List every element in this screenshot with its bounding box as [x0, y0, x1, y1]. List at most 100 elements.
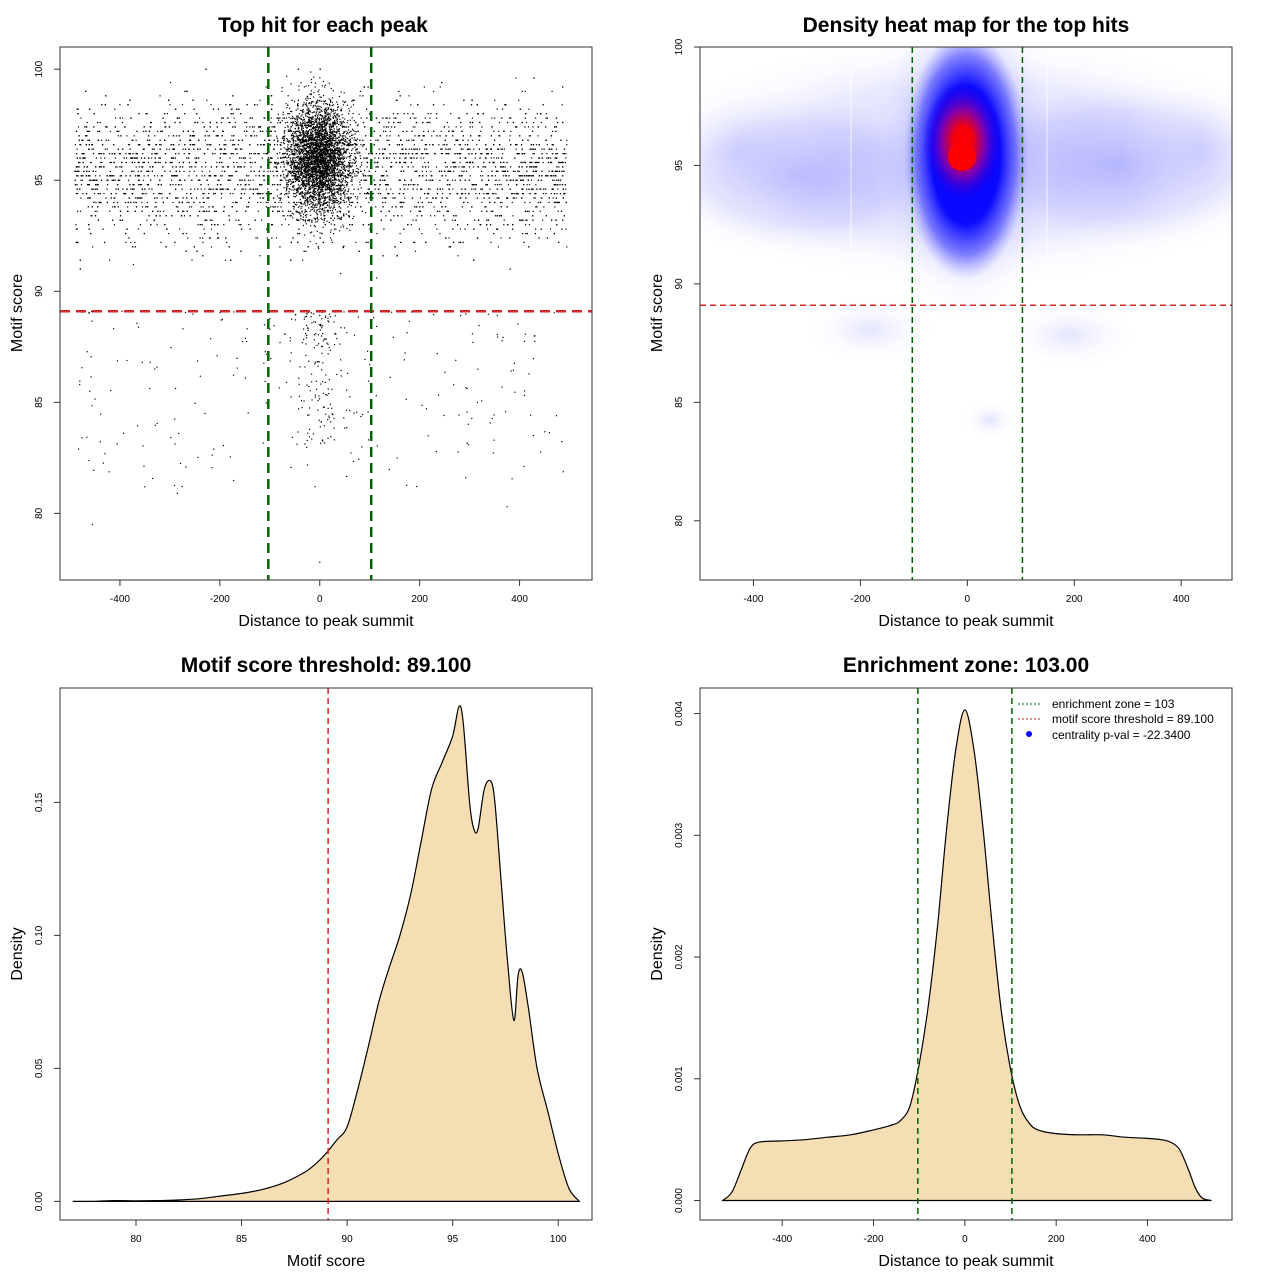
scatter-point — [359, 155, 361, 157]
scatter-point — [91, 179, 94, 181]
scatter-point — [286, 184, 288, 186]
scatter-point — [116, 184, 119, 186]
scatter-point — [130, 188, 132, 190]
scatter-point — [148, 157, 150, 159]
scatter-point — [419, 175, 421, 177]
scatter-point — [113, 201, 115, 204]
scatter-point — [449, 192, 451, 195]
scatter-point — [128, 153, 130, 155]
scatter-point — [198, 157, 200, 159]
scatter-point — [459, 153, 462, 155]
scatter-point — [188, 157, 190, 159]
scatter-point — [179, 121, 181, 124]
scatter-point — [240, 192, 243, 195]
scatter-point — [181, 104, 184, 106]
scatter-point — [397, 215, 399, 217]
scatter-point — [401, 144, 403, 146]
scatter-point — [534, 228, 537, 230]
scatter-point — [119, 219, 121, 221]
scatter-point — [462, 192, 464, 195]
scatter-point — [276, 184, 278, 186]
scatter-point — [507, 184, 510, 186]
scatter-point — [269, 161, 271, 164]
scatter-point — [189, 139, 192, 141]
scatter-point — [180, 184, 182, 186]
scatter-point — [476, 144, 478, 146]
scatter-point — [446, 144, 448, 146]
scatter-point — [332, 197, 334, 199]
scatter-point — [174, 108, 177, 110]
scatter-point — [292, 139, 294, 141]
scatter-point — [238, 108, 240, 110]
scatter-point — [261, 130, 264, 132]
scatter-point — [481, 179, 483, 181]
scatter-point — [280, 197, 282, 199]
scatter-point — [122, 188, 124, 190]
scatter-point — [198, 139, 200, 141]
scatter-point — [531, 215, 534, 217]
scatter-point — [479, 135, 481, 137]
scatter-point — [319, 206, 321, 208]
scatter-point — [347, 148, 349, 150]
scatter-point — [300, 148, 302, 150]
scatter-point — [336, 215, 338, 217]
scatter-point — [421, 232, 423, 235]
scatter-point — [413, 241, 415, 244]
scatter-point — [267, 188, 269, 190]
scatter-point — [403, 153, 405, 155]
scatter-point — [363, 157, 365, 159]
scatter-point — [146, 113, 148, 115]
scatter-point — [521, 175, 523, 177]
scatter-point — [227, 188, 229, 190]
scatter-point — [534, 117, 537, 119]
scatter-point — [553, 232, 556, 235]
scatter-point — [407, 188, 409, 190]
scatter-point — [342, 153, 344, 155]
scatter-point — [374, 157, 376, 159]
scatter-point — [177, 210, 179, 212]
scatter-point — [88, 224, 90, 226]
scatter-point — [188, 153, 190, 155]
scatter-point — [119, 166, 121, 168]
scatter-point — [436, 192, 439, 195]
scatter-point — [164, 153, 167, 155]
scatter-point — [220, 121, 223, 124]
scatter-point — [546, 175, 548, 177]
scatter-point — [95, 184, 97, 186]
scatter-point — [492, 210, 494, 212]
scatter-point — [461, 175, 463, 177]
scatter-point — [462, 139, 464, 141]
scatter-point — [85, 135, 87, 137]
scatter-point — [318, 201, 320, 203]
scatter-point — [334, 148, 337, 150]
scatter-point — [244, 157, 247, 159]
scatter-point — [393, 157, 395, 159]
scatter-point — [225, 237, 227, 239]
scatter-point — [222, 153, 225, 155]
scatter-point — [474, 219, 476, 221]
scatter-point — [426, 148, 428, 150]
scatter-point — [279, 121, 281, 124]
scatter-point — [431, 179, 434, 181]
scatter-point — [126, 188, 128, 190]
scatter-point — [155, 215, 157, 217]
scatter-point — [153, 175, 156, 177]
scatter-point — [280, 157, 282, 159]
scatter-point — [386, 139, 388, 141]
scatter-point — [318, 117, 321, 119]
scatter-point — [521, 121, 523, 124]
scatter-point — [545, 192, 547, 195]
scatter-panel: Top hit for each peak -400 -200 0 200 400 80… — [9, 14, 593, 630]
scatter-point — [485, 206, 487, 208]
scatter-point — [515, 126, 517, 128]
scatter-point — [333, 228, 336, 230]
scatter-point — [77, 170, 79, 172]
scatter-point — [179, 179, 181, 181]
scatter-point — [550, 135, 553, 137]
scatter-point — [230, 104, 232, 106]
scatter-point — [282, 153, 284, 155]
scatter-point — [259, 126, 261, 128]
scatter-point — [282, 153, 285, 155]
scatter-point — [510, 130, 512, 132]
scatter-point — [348, 210, 350, 212]
